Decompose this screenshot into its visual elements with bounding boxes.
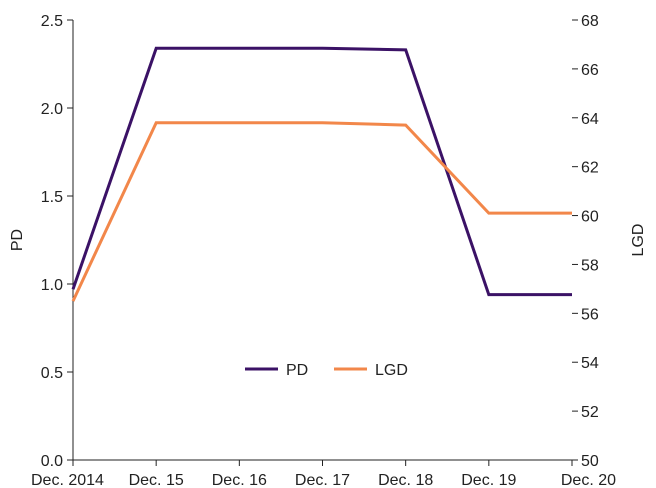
right-y-tick-label: 52 (581, 404, 599, 421)
right-y-tick-label: 64 (581, 111, 599, 128)
x-tick-label: Dec. 18 (378, 472, 433, 488)
right-y-tick-label: 68 (581, 13, 599, 30)
left-y-tick-label: 2.5 (41, 13, 63, 30)
x-tick-label: Dec. 20 (561, 472, 616, 488)
x-tick-label: Dec. 15 (129, 472, 184, 488)
legend-label-lgd: LGD (375, 362, 408, 379)
right-y-tick-label: 66 (581, 62, 599, 79)
right-y-tick-label: 62 (581, 160, 599, 177)
right-y-tick-label: 50 (581, 453, 599, 470)
x-ticks: Dec. 2014 Dec. 15 Dec. 16 Dec. 17 Dec. 18 Dec… (31, 460, 616, 488)
legend-label-pd: PD (286, 362, 308, 379)
legend: PD LGD (245, 362, 408, 379)
right-y-tick-label: 60 (581, 209, 599, 226)
right-y-tick-label: 54 (581, 355, 599, 372)
left-y-tick-label: 0.0 (41, 453, 63, 470)
left-y-axis-title: PD (9, 229, 26, 251)
x-tick-label: Dec. 19 (461, 472, 516, 488)
right-y-tick-label: 58 (581, 257, 599, 274)
x-tick-label: Dec. 17 (295, 472, 350, 488)
right-y-ticks: 50 52 54 56 58 60 62 64 66 68 (572, 13, 599, 470)
series-line-lgd (71, 121, 572, 302)
left-y-tick-label: 2.0 (41, 101, 63, 118)
series-group (71, 46, 572, 302)
right-y-tick-label: 56 (581, 306, 599, 323)
left-y-tick-label: 0.5 (41, 365, 63, 382)
left-y-ticks: 0.0 0.5 1.0 1.5 2.0 2.5 (41, 13, 73, 470)
series-line-pd (71, 46, 572, 297)
x-tick-label: Dec. 16 (212, 472, 267, 488)
left-y-tick-label: 1.5 (41, 189, 63, 206)
axes-group (72, 20, 572, 461)
x-tick-label: Dec. 2014 (31, 472, 104, 488)
left-y-tick-label: 1.0 (41, 277, 63, 294)
right-y-axis-title: LGD (630, 224, 647, 257)
